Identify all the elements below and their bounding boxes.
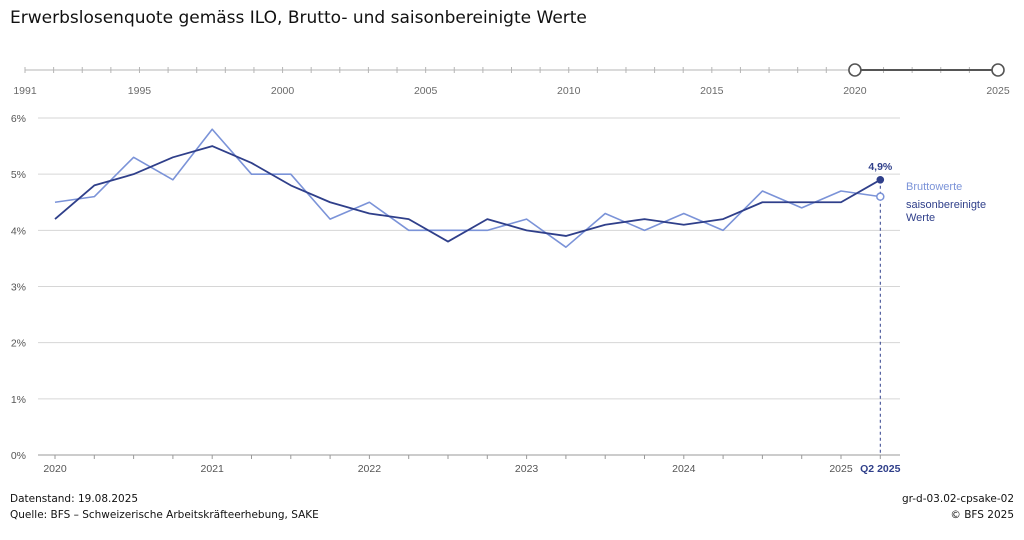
x-tick-label: 2022 [358, 463, 382, 475]
chart-grid: 0% 1% 2% 3% 4% 5% 6% [11, 113, 900, 462]
footer-code: gr-d-03.02-cpsake-02 [901, 493, 1014, 505]
highlight-period-label: Q2 2025 [860, 463, 900, 475]
chart-legend[interactable]: Bruttowerte saisonbereinigte Werte [906, 181, 986, 224]
slider-end-handle[interactable] [991, 63, 1005, 77]
y-tick-label: 2% [11, 338, 26, 350]
highlight-point-saison [876, 175, 885, 184]
slider-year-label: 2000 [271, 85, 295, 97]
footer-left: Datenstand: 19.08.2025 Quelle: BFS – Sch… [10, 491, 319, 523]
y-tick-label: 3% [11, 282, 26, 294]
x-axis: 2020 2021 2022 2023 2024 2025 [43, 455, 881, 475]
legend-bruttowerte[interactable]: Bruttowerte [906, 181, 962, 193]
slider-year-label: 1995 [128, 85, 152, 97]
x-tick-label: 2020 [43, 463, 67, 475]
chart-annotations: 4,9% Q2 2025 [860, 161, 900, 475]
chart-series [54, 128, 881, 248]
chart-title: Erwerbslosenquote gemäss ILO, Brutto- un… [10, 8, 587, 28]
time-range-slider[interactable]: 1991 1995 2000 2005 2010 2015 2020 2025 [13, 63, 1010, 97]
highlight-point-brutto [876, 192, 885, 201]
slider-year-label: 2015 [700, 85, 724, 97]
x-tick-label: 2023 [515, 463, 539, 475]
footer-right: gr-d-03.02-cpsake-02 © BFS 2025 [902, 491, 1014, 523]
slider-year-label: 2025 [986, 85, 1010, 97]
slider-year-label: 1991 [13, 85, 37, 97]
y-tick-label: 6% [11, 113, 26, 125]
y-tick-label: 5% [11, 169, 26, 181]
slider-start-handle[interactable] [848, 63, 862, 77]
highlight-value-label: 4,9% [868, 161, 893, 173]
slider-year-label: 2020 [843, 85, 867, 97]
footer-quelle: Quelle: BFS – Schweizerische Arbeitskräf… [10, 509, 319, 521]
legend-saisonbereinigt-line1[interactable]: saisonbereinigte [906, 199, 986, 211]
y-tick-label: 0% [11, 450, 26, 462]
y-tick-label: 4% [11, 225, 26, 237]
x-tick-label: 2021 [201, 463, 225, 475]
slider-year-label: 2010 [557, 85, 581, 97]
footer-copyright: © BFS 2025 [950, 509, 1014, 521]
x-tick-label: 2024 [672, 463, 696, 475]
x-tick-label: 2025 [829, 463, 853, 475]
series-line-1 [54, 145, 881, 243]
y-tick-label: 1% [11, 394, 26, 406]
slider-year-label: 2005 [414, 85, 438, 97]
legend-saisonbereinigt-line2[interactable]: Werte [906, 212, 935, 224]
footer-datenstand: Datenstand: 19.08.2025 [10, 493, 139, 505]
